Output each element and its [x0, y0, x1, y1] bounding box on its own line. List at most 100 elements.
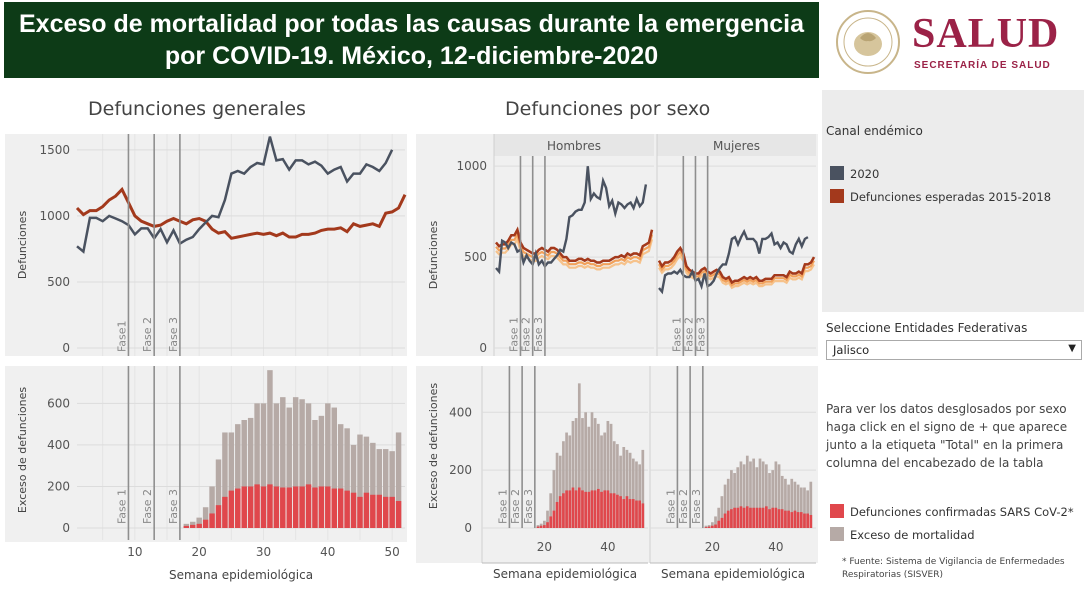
state-select[interactable]: Jalisco ▼	[826, 340, 1082, 360]
confirmed-bar	[209, 513, 215, 528]
confirmed-bar-mujeres	[723, 513, 727, 528]
excess-bar-hombres	[546, 510, 549, 528]
confirmed-bar-hombres	[571, 487, 575, 528]
confirmed-bar-hombres	[619, 496, 622, 528]
select-label: Seleccione Entidades Federativas	[826, 321, 1028, 335]
excess-bar-mujeres	[704, 525, 708, 528]
excess-bar-mujeres	[809, 481, 813, 528]
confirmed-bar	[395, 501, 402, 528]
confirmed-bar-mujeres	[771, 507, 775, 528]
excess-bar-hombres	[619, 455, 622, 528]
logo-word: SALUD	[912, 11, 1060, 57]
excess-bar-mujeres	[752, 458, 755, 528]
confirmed-bar-hombres	[603, 490, 607, 528]
confirmed-bar-mujeres	[736, 507, 740, 528]
confirmed-bar-mujeres	[765, 506, 768, 528]
sex-lines-phase-label: Fase 1	[507, 317, 520, 352]
excess-bar-mujeres	[720, 496, 724, 528]
excess-bar-mujeres	[780, 475, 784, 528]
legend-label-expected: Defunciones esperadas 2015-2018	[850, 190, 1052, 204]
sex-bars-xtick-label-hombres: 40	[600, 540, 615, 554]
excess-bar-mujeres	[771, 470, 775, 528]
confirmed-bar-hombres	[597, 488, 600, 528]
confirmed-bar-mujeres	[774, 507, 778, 528]
confirmed-bar	[267, 484, 273, 528]
excess-bar	[376, 449, 383, 528]
excess-bar	[215, 459, 222, 528]
confirmed-bar-mujeres	[755, 507, 759, 528]
confirmed-bar-mujeres	[726, 510, 730, 528]
title-line-2: por COVID-19. México, 12-diciembre-2020	[164, 42, 659, 70]
confirmed-bar-mujeres	[730, 509, 733, 528]
excess-bar-mujeres	[742, 464, 746, 528]
confirmed-bar	[235, 488, 241, 528]
excess-bar-mujeres	[784, 478, 787, 528]
excess-bar	[305, 403, 312, 528]
excess-bar-hombres	[625, 449, 629, 528]
sex-lines-phase-label: Fase 1	[670, 317, 683, 352]
excess-bar-mujeres	[799, 487, 803, 528]
excess-bar-hombres	[641, 449, 645, 528]
confirmed-bar	[292, 486, 299, 528]
excess-bar-hombres	[616, 444, 619, 528]
confirmed-bar	[318, 486, 325, 528]
sex-bars-phase-label: Fase 3	[522, 489, 535, 524]
confirmed-bar-hombres	[590, 490, 594, 528]
confirmed-bar-mujeres	[787, 510, 790, 528]
confirmed-bar-mujeres	[752, 507, 755, 528]
confirmed-bar	[273, 486, 280, 528]
confirmed-bar	[280, 487, 286, 528]
sex-bars-xtick-label-hombres: 20	[537, 540, 552, 554]
excess-bar	[312, 420, 318, 528]
general-bars-xlabel: Semana epidemiológica	[169, 568, 313, 582]
confirmed-bar	[312, 487, 318, 528]
general-bars-ytick-label: 200	[47, 479, 70, 493]
confirmed-bar-hombres	[641, 503, 645, 528]
confirmed-bar-hombres	[546, 522, 549, 528]
excess-bar	[325, 403, 331, 528]
confirmed-bar-mujeres	[749, 507, 752, 528]
general-lines-ytick-label: 0	[62, 341, 70, 355]
excess-bar-mujeres	[758, 458, 762, 528]
confirmed-bar-mujeres	[733, 507, 736, 528]
excess-bar	[247, 417, 254, 528]
right-panel: Canal endémico 2020 Defunciones esperada…	[822, 90, 1084, 590]
excess-bar-mujeres	[790, 478, 794, 528]
sex-lines-phase-label: Fase 3	[695, 317, 708, 352]
confirmed-bar-mujeres	[745, 506, 749, 528]
excess-bar-mujeres	[711, 522, 714, 528]
confirmed-bar	[222, 496, 228, 528]
confirmed-bar-hombres	[616, 494, 619, 528]
confirmed-bar-mujeres	[784, 510, 787, 528]
excess-bar-mujeres	[793, 481, 797, 528]
general-lines-ytick-label: 500	[47, 275, 70, 289]
confirmed-bar	[389, 496, 395, 528]
excess-bar-mujeres	[736, 467, 740, 528]
confirmed-bar-hombres	[574, 490, 578, 528]
excess-bar-hombres	[638, 464, 641, 528]
general-bars-xtick-label: 20	[192, 545, 207, 559]
title-banner: Exceso de mortalidad por todas las causa…	[4, 2, 819, 78]
sex-lines-ytick-label: 500	[464, 250, 487, 264]
excess-bar-mujeres	[745, 455, 749, 528]
state-select-value: Jalisco	[833, 343, 870, 357]
excess-bar-hombres	[631, 458, 635, 528]
confirmed-bar-mujeres	[717, 520, 721, 528]
confirmed-bar	[370, 494, 376, 528]
logo-subtitle: SECRETARÍA DE SALUD	[914, 60, 1051, 71]
excess-bar	[273, 403, 280, 528]
legend-label-2020: 2020	[850, 167, 880, 181]
excess-bar	[202, 507, 209, 528]
excess-bar-mujeres	[777, 464, 781, 528]
excess-bar	[209, 486, 215, 528]
excess-bar	[331, 407, 337, 528]
chevron-down-icon[interactable]: ▼	[1068, 343, 1076, 354]
excess-bar	[228, 432, 235, 528]
excess-bar	[389, 451, 395, 528]
legend-label-confirmed: Defunciones confirmadas SARS CoV-2*	[850, 505, 1074, 519]
confirmed-bar	[190, 524, 196, 528]
excess-bar-hombres	[587, 426, 591, 528]
general-lines-ylabel: Defunciones	[16, 211, 29, 280]
confirmed-bar-hombres	[539, 525, 543, 528]
excess-bar	[196, 517, 202, 528]
